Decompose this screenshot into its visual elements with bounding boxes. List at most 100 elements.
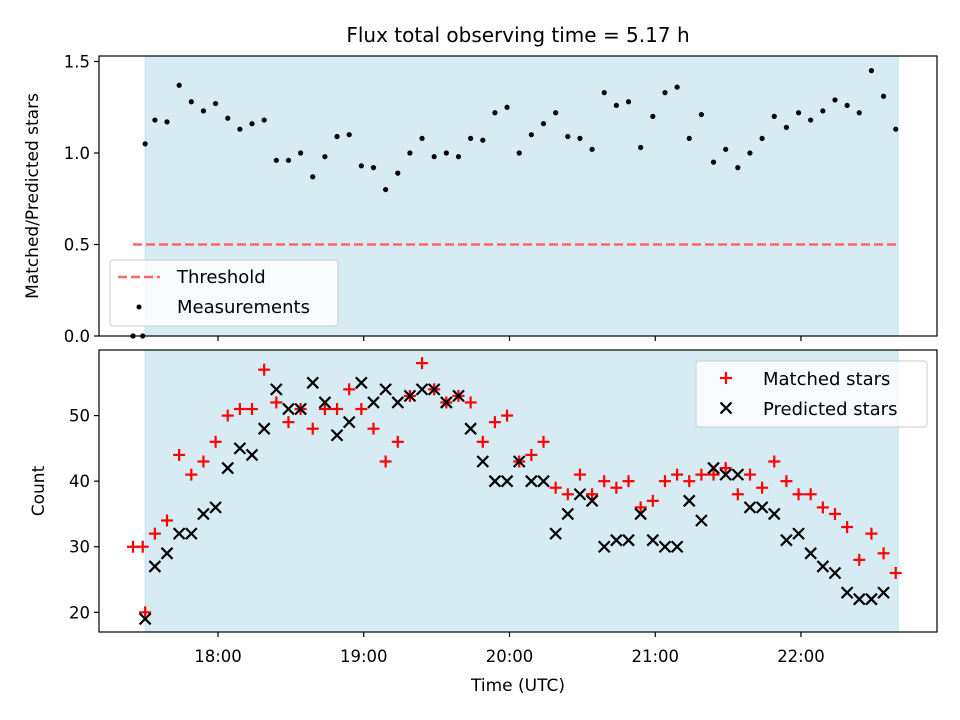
measurement-point bbox=[844, 102, 850, 109]
measurement-points bbox=[130, 68, 899, 339]
predicted-star-point bbox=[731, 468, 745, 481]
predicted-star-point bbox=[670, 540, 684, 554]
predicted-star-point bbox=[391, 396, 405, 409]
predicted-star-point bbox=[367, 396, 380, 409]
predicted-star-point bbox=[658, 540, 672, 554]
predicted-star-point bbox=[537, 474, 550, 488]
predicted-star-point bbox=[828, 566, 842, 580]
measurement-point bbox=[856, 110, 862, 116]
predicted-stars-points bbox=[138, 376, 890, 626]
matched-star-point bbox=[270, 396, 283, 409]
measurement-point bbox=[298, 150, 304, 156]
matched-star-point bbox=[634, 501, 647, 514]
predicted-star-point bbox=[622, 533, 635, 547]
measurement-point bbox=[516, 150, 522, 156]
ratio-y-ticks: 0.0 0.5 1.0 1.5 bbox=[64, 52, 99, 346]
measurement-point bbox=[832, 97, 838, 103]
measurement-point bbox=[419, 135, 425, 141]
predicted-star-point bbox=[743, 501, 757, 514]
count-legend-box bbox=[695, 360, 928, 428]
y-tick-label: 50 bbox=[69, 407, 90, 426]
threshold-legend-label: Threshold bbox=[176, 267, 266, 288]
measurement-point bbox=[468, 135, 474, 141]
predicted-star-point bbox=[865, 592, 878, 606]
measurement-point bbox=[395, 170, 401, 176]
predicted-star-point bbox=[330, 428, 344, 442]
matched-star-point bbox=[282, 416, 295, 429]
predicted-star-point bbox=[160, 547, 174, 560]
predicted-star-point bbox=[707, 461, 720, 475]
count-legend: Matched stars Predicted stars bbox=[695, 360, 928, 428]
matched-star-point bbox=[331, 403, 344, 416]
measurement-point bbox=[504, 104, 510, 110]
matched-star-point bbox=[731, 488, 744, 501]
matched-star-point bbox=[343, 383, 356, 396]
y-tick-label: 40 bbox=[69, 472, 90, 491]
y-tick-label: 1.5 bbox=[64, 52, 90, 71]
measurement-point bbox=[310, 174, 316, 180]
x-tick-label: 19:00 bbox=[340, 647, 388, 666]
ratio-panel: 0.0 0.5 1.0 1.5 Matched/Predicted stars Thr… bbox=[23, 52, 938, 346]
matched-star-point bbox=[586, 488, 599, 501]
matched-star-point bbox=[622, 475, 635, 488]
measurement-point bbox=[492, 110, 498, 116]
ratio-legend-box bbox=[109, 259, 339, 327]
predicted-star-point bbox=[427, 383, 441, 396]
measurement-point bbox=[613, 102, 619, 109]
matched-star-point bbox=[488, 416, 501, 429]
measurement-point bbox=[710, 159, 717, 165]
measurement-point bbox=[249, 121, 255, 127]
measurement-point bbox=[662, 90, 668, 96]
matched-star-point bbox=[209, 435, 222, 448]
predicted-star-point bbox=[138, 612, 152, 626]
y-tick-label: 1.0 bbox=[64, 144, 90, 163]
y-tick-label: 0.0 bbox=[64, 327, 90, 346]
measurement-point bbox=[480, 137, 486, 143]
predicted-star-point bbox=[634, 507, 647, 521]
matched-star-point bbox=[136, 540, 149, 553]
matched-star-point bbox=[707, 468, 720, 481]
predicted-star-point bbox=[682, 494, 696, 508]
predicted-star-point bbox=[561, 507, 575, 521]
predicted-star-point bbox=[610, 533, 623, 547]
x-tick-label: 18:00 bbox=[194, 647, 242, 666]
measurement-point bbox=[553, 110, 559, 116]
matched-star-point bbox=[318, 403, 331, 416]
predicted-star-point bbox=[282, 402, 295, 416]
measurement-point bbox=[237, 126, 243, 132]
measurement-point bbox=[261, 117, 267, 123]
measurement-point bbox=[759, 135, 765, 141]
measurement-point bbox=[735, 165, 741, 171]
matched-star-point bbox=[306, 422, 319, 435]
matched-star-point bbox=[355, 403, 368, 416]
measurements-legend-swatch bbox=[136, 304, 142, 310]
measurement-point bbox=[383, 186, 389, 193]
measurement-point bbox=[808, 117, 814, 123]
measurement-point bbox=[601, 90, 607, 96]
matched-star-point bbox=[367, 422, 380, 435]
predicted-star-point bbox=[270, 383, 283, 396]
matched-star-point bbox=[197, 455, 210, 468]
predicted-star-point bbox=[877, 586, 890, 599]
matched-star-point bbox=[561, 488, 574, 501]
matched-star-point bbox=[221, 409, 234, 422]
measurement-point bbox=[686, 135, 692, 141]
predicted-star-point bbox=[512, 455, 526, 468]
x-axis-label: Time (UTC) bbox=[470, 676, 565, 696]
matched-star-point bbox=[828, 507, 841, 520]
measurement-point bbox=[407, 150, 413, 156]
predicted-star-point bbox=[695, 514, 708, 527]
count-x-ticks: 18:00 19:00 20:00 21:00 22:00 bbox=[194, 632, 825, 666]
matched-star-point bbox=[719, 462, 732, 475]
measurement-point bbox=[443, 150, 449, 156]
predicted-star-point bbox=[792, 527, 805, 540]
predicted-star-point bbox=[525, 474, 538, 488]
predicted-star-point bbox=[804, 547, 817, 560]
ratio-x-tick-marks bbox=[217, 336, 802, 341]
measurement-point bbox=[783, 124, 790, 130]
y-tick-label: 30 bbox=[69, 538, 90, 557]
measurement-point bbox=[723, 146, 729, 152]
matched-star-point bbox=[537, 435, 550, 448]
count-panel: 20 30 40 50 18:00 19:00 20:00 21:00 22:00 Count… bbox=[29, 349, 938, 696]
predicted-star-point bbox=[476, 455, 490, 468]
